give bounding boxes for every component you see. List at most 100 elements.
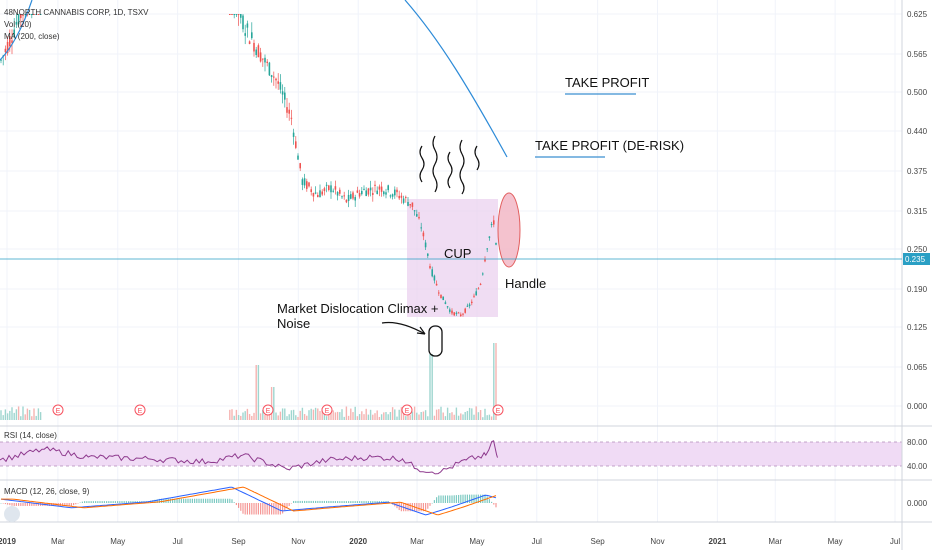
volume-bar xyxy=(284,408,286,420)
volume-bar xyxy=(433,415,436,420)
macd-hist-bar xyxy=(312,500,314,503)
volume-bar xyxy=(233,415,235,420)
macd-signal-line xyxy=(1,486,497,516)
candle-body xyxy=(9,36,11,47)
macd-hist-bar xyxy=(207,498,209,503)
macd-hist-bar xyxy=(251,503,253,515)
climax-arrow xyxy=(381,321,426,335)
candle-body xyxy=(242,15,244,30)
volume-bar xyxy=(440,406,442,420)
candle-body xyxy=(352,192,354,199)
volume-bar xyxy=(334,412,337,420)
macd-hist-bar xyxy=(75,503,77,505)
current-price-tag xyxy=(903,253,930,265)
price-panel xyxy=(0,0,521,317)
macd-hist-bar xyxy=(242,503,244,514)
volume-bar xyxy=(15,409,18,420)
volume-bar xyxy=(391,407,394,420)
volume-bar xyxy=(347,415,350,420)
macd-hist-bar xyxy=(213,498,215,503)
candle-body xyxy=(251,32,253,39)
macd-hist-bar xyxy=(246,503,248,515)
macd-hist-bar xyxy=(354,501,356,503)
time-tick-label: Nov xyxy=(650,537,664,546)
candle-body xyxy=(374,184,376,186)
macd-hist-bar xyxy=(18,503,20,506)
candle-body xyxy=(493,220,495,225)
candle-body xyxy=(407,202,409,206)
candle-body xyxy=(248,41,251,44)
candle-body xyxy=(321,191,323,195)
macd-hist-bar xyxy=(264,503,266,515)
macd-hist-bar xyxy=(433,500,435,503)
time-tick-label: Jul xyxy=(890,537,900,546)
candle-body xyxy=(339,189,341,194)
handle-ellipse xyxy=(497,192,521,268)
macd-hist-bar xyxy=(488,499,490,503)
volume-bar xyxy=(411,411,414,420)
price-tick-label: 0.315 xyxy=(907,207,928,216)
volume-bar xyxy=(39,412,42,420)
ma-200-line-early xyxy=(0,0,33,61)
volume-bar xyxy=(438,409,440,420)
earnings-letter: E xyxy=(138,408,143,415)
macd-hist-bar xyxy=(471,494,473,503)
candle-body xyxy=(288,109,290,114)
price-tick-label: 0.375 xyxy=(907,167,928,176)
volume-bar xyxy=(301,407,304,420)
volume-bar xyxy=(495,343,497,420)
macd-hist-bar xyxy=(194,498,196,503)
macd-hist-bar xyxy=(132,501,134,503)
macd-hist-bar xyxy=(229,498,231,503)
volume-bar xyxy=(35,415,37,420)
time-tick-label: May xyxy=(469,537,484,546)
volume-bar xyxy=(449,413,451,420)
volume-bar xyxy=(20,416,22,420)
candle-body xyxy=(460,314,462,317)
volume-bar xyxy=(244,411,246,420)
candle-body xyxy=(398,195,400,199)
price-tick-label: 0.000 xyxy=(907,402,928,411)
candle-body xyxy=(405,196,407,198)
macd-hist-bar xyxy=(73,503,75,506)
macd-hist-bar xyxy=(255,503,257,515)
candle-body xyxy=(0,59,2,61)
volume-bar xyxy=(396,416,398,420)
macd-hist-bar xyxy=(345,501,347,503)
macd-hist-bar xyxy=(158,498,160,503)
macd-hist-bar xyxy=(48,503,50,506)
volume-bar xyxy=(0,410,2,420)
macd-hist-bar xyxy=(172,498,174,503)
time-tick-label: Mar xyxy=(768,537,782,546)
candle-body xyxy=(281,91,284,95)
candle-body xyxy=(479,283,482,285)
volume-bar xyxy=(446,407,449,420)
macd-hist-bar xyxy=(2,503,4,504)
macd-hist-bar xyxy=(343,501,345,503)
candle-body xyxy=(442,296,444,301)
volume-bar xyxy=(264,414,266,420)
candle-body xyxy=(237,14,240,15)
time-tick-label: May xyxy=(828,537,843,546)
macd-hist-bar xyxy=(350,501,352,503)
candle-body xyxy=(396,189,398,193)
handle-label: Handle xyxy=(505,276,546,291)
macd-hist-bar xyxy=(161,498,163,503)
macd-hist-bar xyxy=(7,503,9,505)
candle-body xyxy=(429,266,431,269)
macd-hist-bar xyxy=(339,501,341,503)
macd-hist-bar xyxy=(11,503,13,506)
earnings-letter: E xyxy=(496,408,501,415)
macd-hist-bar xyxy=(108,501,110,503)
macd-hist-bar xyxy=(407,503,409,512)
volume-bar xyxy=(339,412,341,420)
macd-hist-bar xyxy=(4,503,6,505)
volume-bar xyxy=(251,415,253,420)
macd-hist-bar xyxy=(422,503,424,512)
macd-hist-bar xyxy=(110,501,112,503)
macd-hist-bar xyxy=(68,503,70,506)
volume-bar xyxy=(33,408,35,420)
candle-body xyxy=(317,195,319,198)
macd-hist-bar xyxy=(420,503,422,512)
